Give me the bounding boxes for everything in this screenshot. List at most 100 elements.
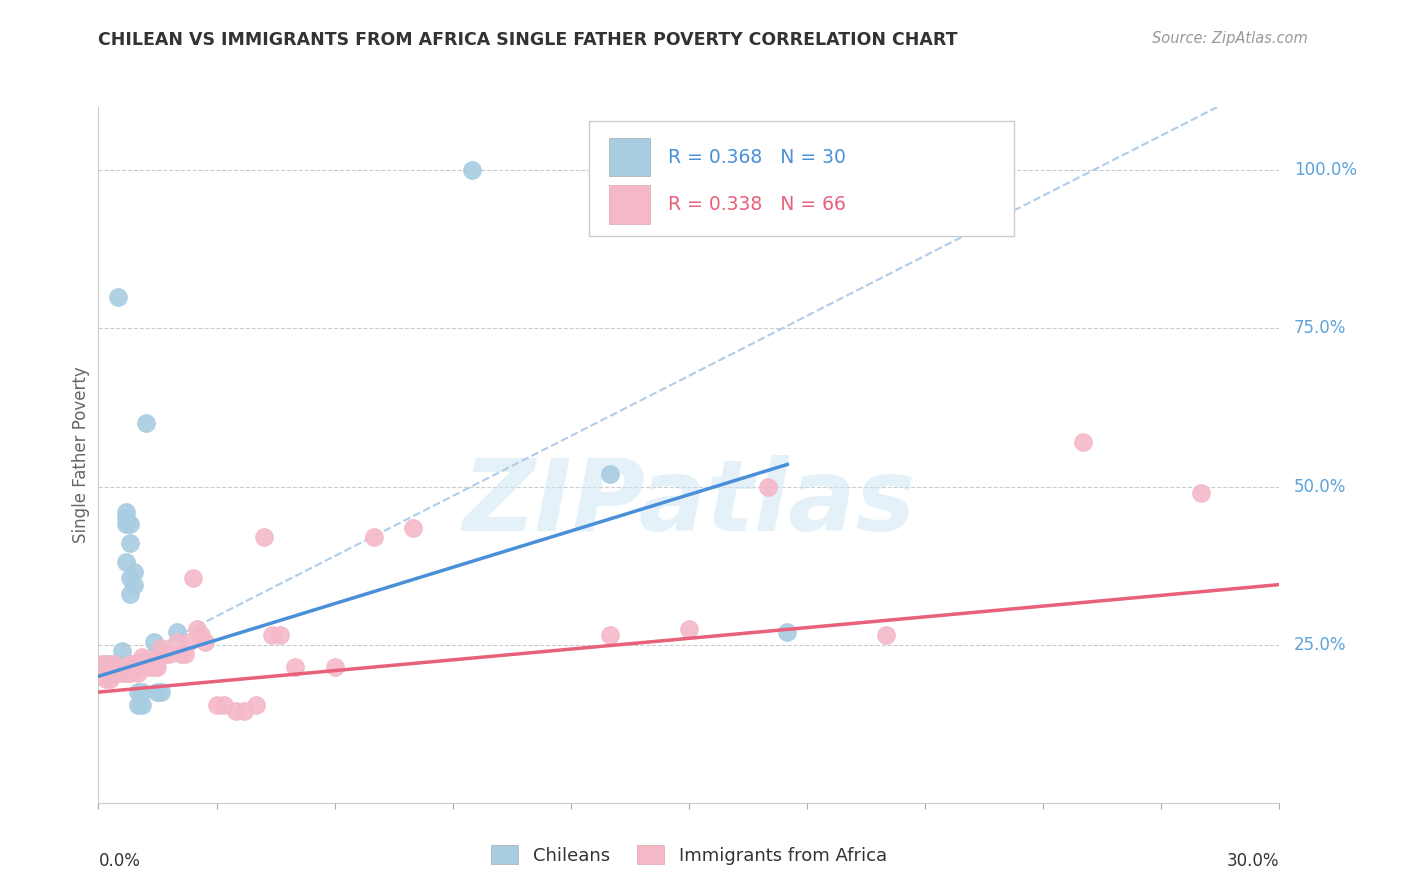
Point: [461, 163, 484, 178]
FancyBboxPatch shape: [589, 121, 1014, 235]
FancyBboxPatch shape: [609, 186, 650, 224]
Point: [98, 666, 121, 681]
Point: [115, 556, 138, 570]
Point: [875, 628, 897, 642]
Point: [118, 517, 141, 532]
Point: [96, 673, 118, 687]
Point: [131, 685, 153, 699]
Point: [91, 657, 114, 671]
Text: Source: ZipAtlas.com: Source: ZipAtlas.com: [1152, 31, 1308, 46]
Point: [111, 660, 134, 674]
Point: [157, 647, 180, 661]
Point: [98, 657, 121, 671]
Point: [96, 666, 118, 681]
Point: [127, 666, 149, 681]
Point: [269, 628, 291, 642]
Point: [284, 660, 307, 674]
Point: [118, 666, 141, 681]
Point: [260, 628, 283, 642]
Point: [96, 657, 118, 671]
Point: [127, 685, 149, 699]
Point: [150, 640, 173, 655]
Text: 30.0%: 30.0%: [1227, 852, 1279, 870]
Point: [96, 669, 118, 683]
Point: [98, 669, 121, 683]
Point: [146, 660, 169, 674]
Point: [599, 628, 621, 642]
Point: [146, 685, 169, 699]
Point: [402, 521, 425, 535]
Point: [118, 536, 141, 550]
Point: [253, 530, 276, 544]
Point: [91, 669, 114, 683]
Point: [678, 622, 700, 636]
Point: [135, 417, 157, 431]
Point: [138, 653, 160, 667]
Point: [127, 660, 149, 674]
Point: [142, 634, 165, 648]
Point: [363, 530, 385, 544]
Text: 0.0%: 0.0%: [98, 852, 141, 870]
Point: [96, 663, 118, 677]
Point: [107, 660, 129, 674]
Legend: Chileans, Immigrants from Africa: Chileans, Immigrants from Africa: [482, 837, 896, 874]
Point: [111, 644, 134, 658]
Point: [118, 571, 141, 585]
Point: [245, 698, 267, 712]
Point: [756, 479, 779, 493]
Text: R = 0.368   N = 30: R = 0.368 N = 30: [668, 147, 845, 167]
Point: [118, 587, 141, 601]
Point: [135, 653, 157, 667]
Point: [225, 704, 247, 718]
Point: [142, 653, 165, 667]
Point: [122, 577, 145, 591]
Point: [155, 647, 177, 661]
Point: [96, 657, 118, 671]
Point: [142, 660, 165, 674]
Point: [118, 657, 141, 671]
Point: [115, 517, 138, 532]
Point: [96, 660, 118, 674]
Point: [166, 625, 188, 640]
Point: [166, 634, 188, 648]
Point: [107, 290, 129, 304]
Point: [115, 505, 138, 519]
Point: [115, 660, 138, 674]
Point: [233, 704, 256, 718]
Text: 100.0%: 100.0%: [1294, 161, 1357, 179]
Point: [323, 660, 346, 674]
Point: [170, 647, 193, 661]
Point: [599, 467, 621, 481]
Point: [115, 511, 138, 525]
Point: [103, 666, 125, 681]
Text: 25.0%: 25.0%: [1294, 636, 1346, 654]
Point: [1071, 435, 1094, 450]
Point: [190, 628, 212, 642]
Point: [181, 571, 204, 585]
FancyBboxPatch shape: [609, 138, 650, 177]
Point: [194, 634, 217, 648]
Point: [98, 673, 121, 687]
Point: [1189, 486, 1212, 500]
Point: [122, 660, 145, 674]
Text: 50.0%: 50.0%: [1294, 477, 1346, 496]
Point: [776, 625, 799, 640]
Point: [122, 565, 145, 579]
Point: [131, 657, 153, 671]
Point: [107, 666, 129, 681]
Text: CHILEAN VS IMMIGRANTS FROM AFRICA SINGLE FATHER POVERTY CORRELATION CHART: CHILEAN VS IMMIGRANTS FROM AFRICA SINGLE…: [98, 31, 957, 49]
Point: [118, 660, 141, 674]
Text: ZIPatlas: ZIPatlas: [463, 455, 915, 552]
Point: [205, 698, 228, 712]
Point: [91, 657, 114, 671]
Point: [103, 657, 125, 671]
Text: 75.0%: 75.0%: [1294, 319, 1346, 337]
Point: [103, 663, 125, 677]
Point: [174, 647, 197, 661]
Point: [91, 663, 114, 677]
Point: [122, 657, 145, 671]
Point: [115, 666, 138, 681]
Point: [138, 660, 160, 674]
Point: [98, 660, 121, 674]
Point: [127, 698, 149, 712]
